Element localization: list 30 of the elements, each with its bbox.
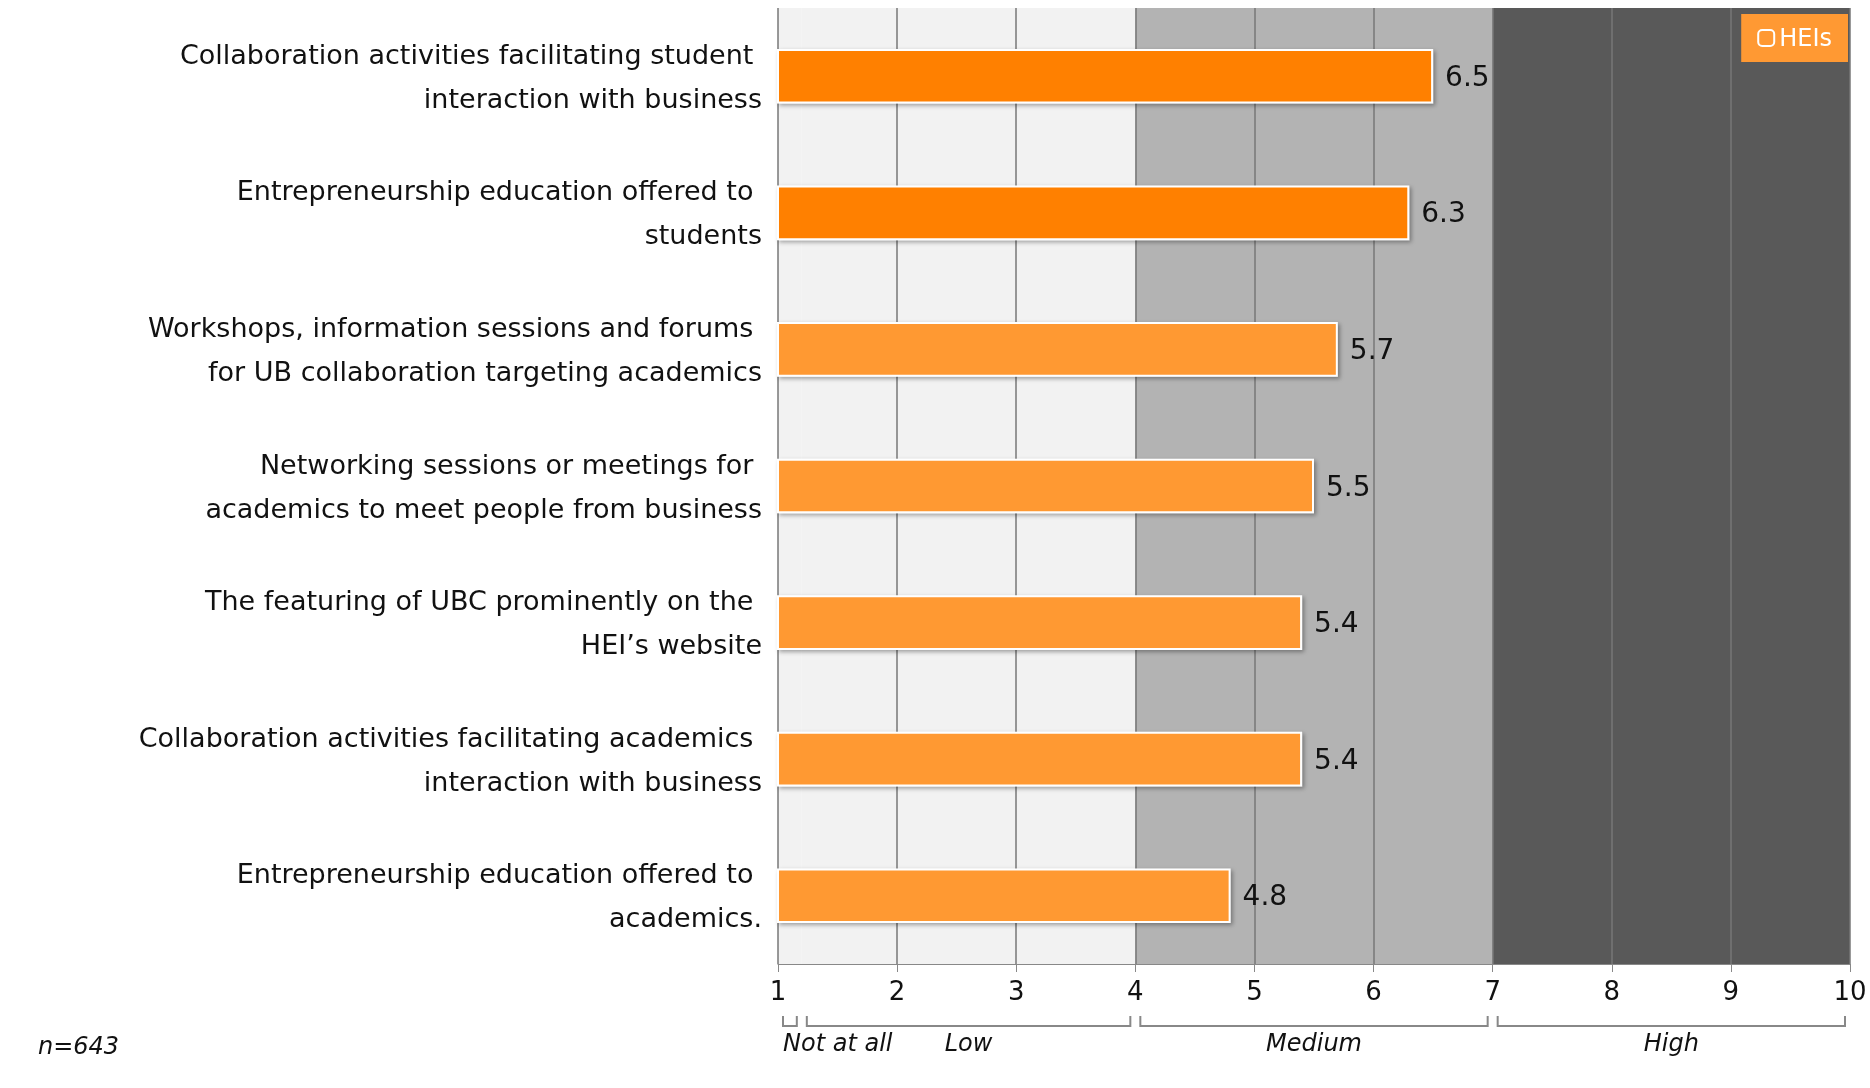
band-label: Not at all bbox=[783, 1029, 893, 1057]
legend-label: HEIs bbox=[1779, 24, 1832, 52]
data-label: 6.3 bbox=[1421, 196, 1466, 230]
y-tick-label: Entrepreneurship education offered to academics. bbox=[236, 858, 762, 934]
text: n=643 bbox=[38, 1032, 120, 1060]
x-tick-label: 2 bbox=[888, 976, 906, 1006]
x-tick-label: 3 bbox=[1007, 976, 1025, 1006]
band-label: Medium bbox=[1266, 1029, 1362, 1057]
x-tick-label: 9 bbox=[1722, 976, 1740, 1006]
x-tick-label: 7 bbox=[1484, 976, 1501, 1006]
band-label: Low bbox=[944, 1029, 993, 1057]
data-label: 6.5 bbox=[1445, 59, 1490, 93]
x-tick-label: 4 bbox=[1127, 976, 1144, 1006]
x-tick-label: 8 bbox=[1603, 976, 1621, 1006]
data-label: 5.4 bbox=[1314, 606, 1359, 640]
data-label: 5.7 bbox=[1349, 332, 1395, 366]
y-tick-label: Workshops, information sessions and forums for UB collaboration targeting academics bbox=[147, 311, 762, 387]
y-tick-label: Collaboration activities facilitating student interaction with business bbox=[179, 38, 762, 114]
x-tick-label: 6 bbox=[1365, 976, 1382, 1006]
y-tick-label: Networking sessions or meetings for academics to meet people from business bbox=[205, 448, 762, 524]
y-tick-label: Entrepreneurship education offered to students bbox=[236, 175, 762, 251]
x-tick-label: 10 bbox=[1833, 976, 1867, 1006]
data-label: 5.5 bbox=[1326, 469, 1371, 503]
x-tick-label: 5 bbox=[1246, 976, 1263, 1006]
data-label: 4.8 bbox=[1242, 879, 1288, 913]
y-tick-label: Collaboration activities facilitating academics interaction with business bbox=[138, 721, 762, 797]
x-tick-label: 1 bbox=[769, 976, 787, 1006]
y-tick-label: The featuring of UBC prominently on the HEI’s website bbox=[203, 585, 762, 661]
band-label: High bbox=[1643, 1029, 1699, 1057]
data-label: 5.4 bbox=[1314, 742, 1359, 776]
